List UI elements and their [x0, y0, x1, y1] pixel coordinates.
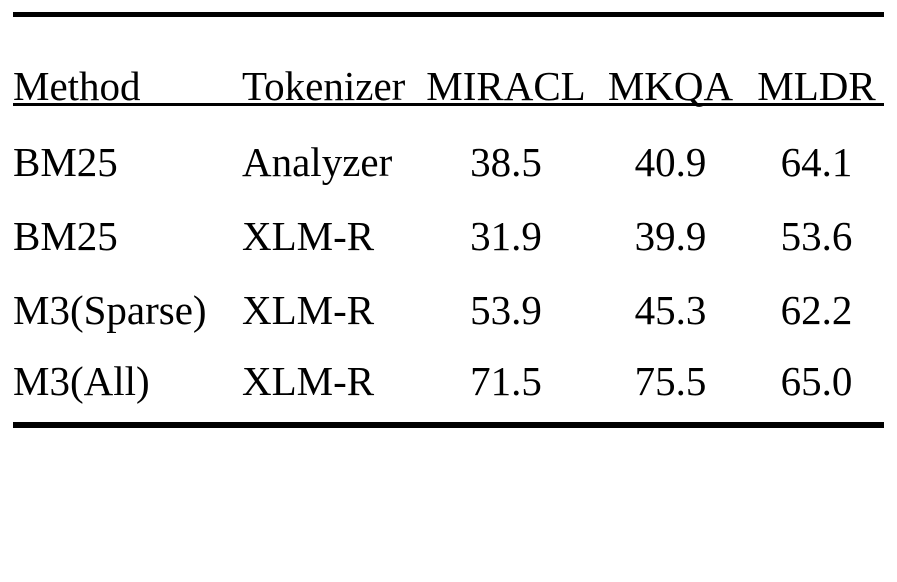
table-body: BM25 Analyzer 38.5 40.9 64.1 BM25 XLM-R … — [13, 105, 884, 425]
table-row: M3(All) XLM-R 71.5 75.5 65.0 — [13, 327, 884, 425]
tokenizer-cell: XLM-R — [242, 357, 375, 404]
mkqa-cell: 39.9 — [634, 212, 707, 259]
column-header-mldr: MLDR — [749, 14, 884, 107]
mldr-cell: 64.1 — [780, 138, 853, 185]
column-header-method: Method — [13, 14, 242, 107]
miracl-cell: 53.9 — [470, 286, 542, 333]
method-cell: BM25 — [13, 212, 118, 259]
results-table: Method Tokenizer MIRACL MKQA MLDR BM25 A… — [13, 12, 884, 428]
method-cell: BM25 — [13, 138, 118, 185]
miracl-cell: 31.9 — [470, 212, 542, 259]
column-header-tokenizer: Tokenizer — [242, 14, 420, 107]
mldr-cell: 62.2 — [780, 286, 853, 333]
table-row: M3(Sparse) XLM-R 53.9 45.3 62.2 — [13, 253, 884, 333]
tokenizer-cell: XLM-R — [242, 212, 375, 259]
miracl-cell: 71.5 — [470, 357, 542, 404]
caption-line-1: Table 11: Comparison with the BM25 metho… — [8, 574, 892, 582]
miracl-cell: 38.5 — [470, 138, 542, 185]
table-caption: Table 11: Comparison with the BM25 metho… — [8, 480, 892, 582]
mldr-cell: 53.6 — [780, 212, 853, 259]
mkqa-cell: 40.9 — [634, 138, 707, 185]
column-header-mkqa: MKQA — [592, 14, 749, 107]
mkqa-cell: 75.5 — [634, 357, 707, 404]
table-row: BM25 Analyzer 38.5 40.9 64.1 — [13, 105, 884, 185]
table-header: Method Tokenizer MIRACL MKQA MLDR — [13, 14, 884, 107]
column-header-miracl: MIRACL — [420, 14, 592, 107]
table-row: BM25 XLM-R 31.9 39.9 53.6 — [13, 179, 884, 259]
mkqa-cell: 45.3 — [634, 286, 707, 333]
mldr-cell: 65.0 — [780, 357, 853, 404]
method-cell: M3(Sparse) — [13, 286, 207, 333]
tokenizer-cell: Analyzer — [242, 138, 393, 185]
tokenizer-cell: XLM-R — [242, 286, 375, 333]
method-cell: M3(All) — [13, 357, 150, 404]
header-row: Method Tokenizer MIRACL MKQA MLDR — [13, 14, 884, 107]
